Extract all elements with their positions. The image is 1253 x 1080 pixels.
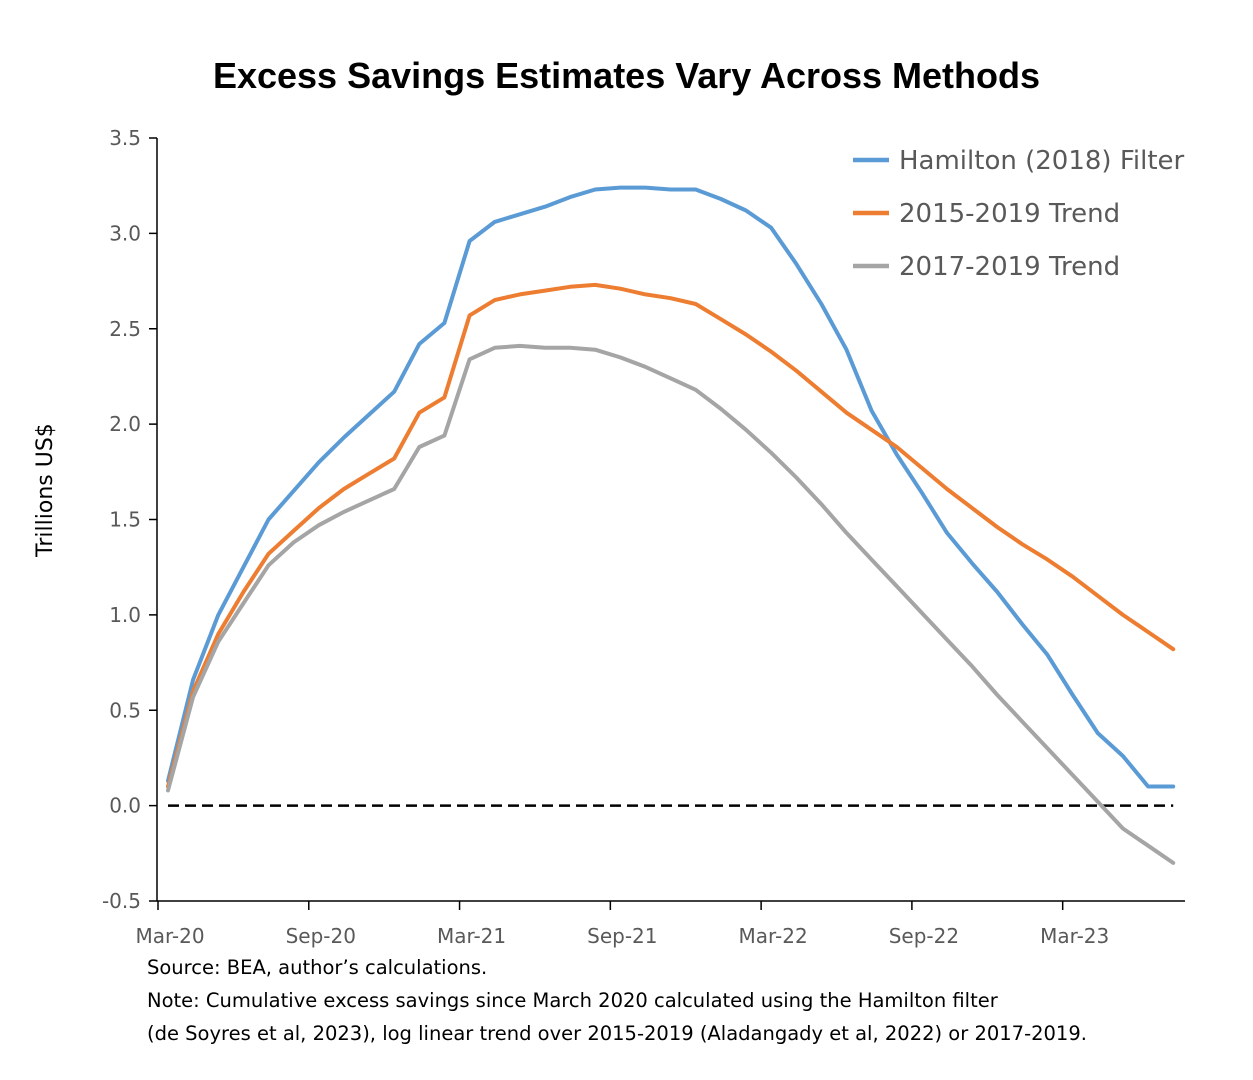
note-line-2: (de Soyres et al, 2023), log linear tren… [147,1022,1087,1045]
series-line-2 [166,282,1176,789]
legend: Hamilton (2018) Filter 2015-2019 Trend 201… [853,146,1185,282]
x-axis: Mar-20 Sep-20 Mar-21 Sep-21 Mar-22 Sep-22 Mar-… [135,900,1185,948]
chart-title: Excess Savings Estimates Vary Across Met… [212,55,1041,96]
series-layer [166,185,1176,865]
legend-label: 2015-2019 Trend [899,199,1120,229]
x-tick-label: Mar-21 [437,924,506,948]
x-tick-label: Mar-20 [135,924,204,948]
x-tick-label: Mar-22 [739,924,808,948]
legend-label: Hamilton (2018) Filter [899,146,1185,176]
y-axis-title: Trillions US$ [33,423,58,558]
x-tick-label: Mar-23 [1040,924,1109,948]
y-tick-label: 1.5 [109,508,141,532]
series-line-3 [166,343,1176,865]
series-line-1 [166,185,1176,789]
y-tick-label: -0.5 [102,889,141,913]
x-tick-label: Sep-20 [286,924,356,948]
x-tick-label: Sep-22 [889,924,959,948]
line-chart: 3.5 3.0 2.5 2.0 1.5 1.0 0.5 0.0 -0.5 Mar-20 Sep-2… [33,126,1185,948]
y-tick-label: 3.0 [109,221,141,245]
y-tick-label: 0.0 [109,794,141,818]
y-tick-label: 2.5 [109,317,141,341]
legend-label: 2017-2019 Trend [899,252,1120,282]
x-tick-label: Sep-21 [587,924,657,948]
y-axis: 3.5 3.0 2.5 2.0 1.5 1.0 0.5 0.0 -0.5 [102,126,158,913]
y-tick-label: 0.5 [109,698,141,722]
source-note: Source: BEA, author’s calculations. [147,956,488,979]
y-tick-label: 3.5 [109,126,141,150]
y-tick-label: 2.0 [109,412,141,436]
note-line-1: Note: Cumulative excess savings since Ma… [147,989,998,1012]
y-tick-label: 1.0 [109,603,141,627]
